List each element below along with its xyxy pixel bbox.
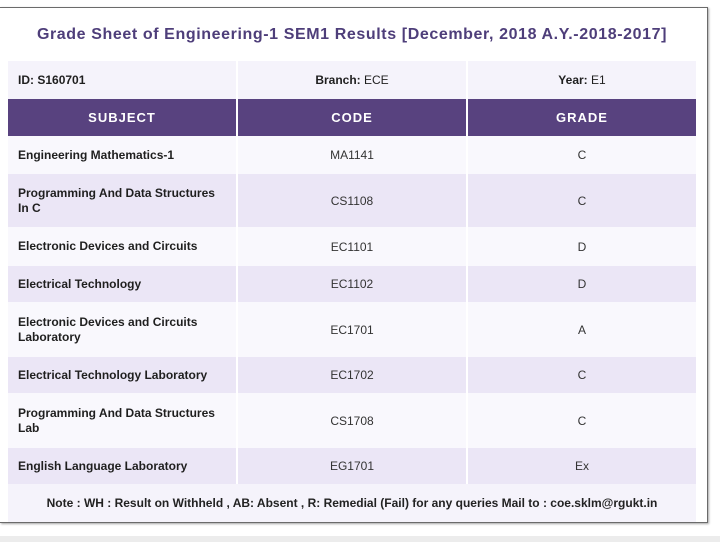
grade-cell: C bbox=[466, 174, 696, 227]
student-id: ID: S160701 bbox=[8, 61, 236, 99]
table-row: Programming And Data Structures Lab CS17… bbox=[8, 393, 696, 448]
subject-cell: Electronic Devices and Circuits bbox=[8, 227, 236, 266]
column-header-grade: GRADE bbox=[466, 99, 696, 136]
grade-cell: C bbox=[466, 136, 696, 174]
student-info-row: ID: S160701 Branch: ECE Year: E1 bbox=[8, 61, 696, 99]
table-header: SUBJECT CODE GRADE bbox=[8, 99, 696, 136]
note-text: Note : WH : Result on Withheld , AB: Abs… bbox=[8, 484, 696, 522]
code-cell: CS1708 bbox=[236, 393, 466, 448]
grade-cell: D bbox=[466, 266, 696, 302]
subject-cell: Electrical Technology bbox=[8, 266, 236, 302]
note-row: Note : WH : Result on Withheld , AB: Abs… bbox=[8, 484, 696, 522]
grade-cell: C bbox=[466, 393, 696, 448]
table-row: English Language Laboratory EG1701 Ex bbox=[8, 448, 696, 484]
code-cell: EG1701 bbox=[236, 448, 466, 484]
table-row: Engineering Mathematics-1 MA1141 C bbox=[8, 136, 696, 174]
page-title: Grade Sheet of Engineering-1 SEM1 Result… bbox=[36, 26, 668, 43]
code-cell: EC1702 bbox=[236, 357, 466, 393]
table-row: Programming And Data Structures In C CS1… bbox=[8, 174, 696, 227]
grade-table: ID: S160701 Branch: ECE Year: E1 SUBJECT… bbox=[8, 61, 696, 522]
subject-cell: Programming And Data Structures Lab bbox=[8, 393, 236, 448]
code-cell: EC1701 bbox=[236, 302, 466, 357]
code-cell: EC1101 bbox=[236, 227, 466, 266]
year: Year: E1 bbox=[466, 61, 696, 99]
subject-cell: Electrical Technology Laboratory bbox=[8, 357, 236, 393]
grade-cell: C bbox=[466, 357, 696, 393]
column-header-subject: SUBJECT bbox=[8, 99, 236, 136]
table-row: Electronic Devices and Circuits EC1101 D bbox=[8, 227, 696, 266]
table-row: Electronic Devices and Circuits Laborato… bbox=[8, 302, 696, 357]
branch: Branch: ECE bbox=[236, 61, 466, 99]
code-cell: MA1141 bbox=[236, 136, 466, 174]
table-row: Electrical Technology EC1102 D bbox=[8, 266, 696, 302]
bottom-divider bbox=[0, 536, 720, 542]
code-cell: EC1102 bbox=[236, 266, 466, 302]
grade-cell: D bbox=[466, 227, 696, 266]
code-cell: CS1108 bbox=[236, 174, 466, 227]
grade-sheet-card: Grade Sheet of Engineering-1 SEM1 Result… bbox=[0, 7, 708, 523]
grade-cell: A bbox=[466, 302, 696, 357]
column-header-code: CODE bbox=[236, 99, 466, 136]
subject-cell: Engineering Mathematics-1 bbox=[8, 136, 236, 174]
subject-cell: English Language Laboratory bbox=[8, 448, 236, 484]
subject-cell: Programming And Data Structures In C bbox=[8, 174, 236, 227]
subject-cell: Electronic Devices and Circuits Laborato… bbox=[8, 302, 236, 357]
table-row: Electrical Technology Laboratory EC1702 … bbox=[8, 357, 696, 393]
grade-cell: Ex bbox=[466, 448, 696, 484]
